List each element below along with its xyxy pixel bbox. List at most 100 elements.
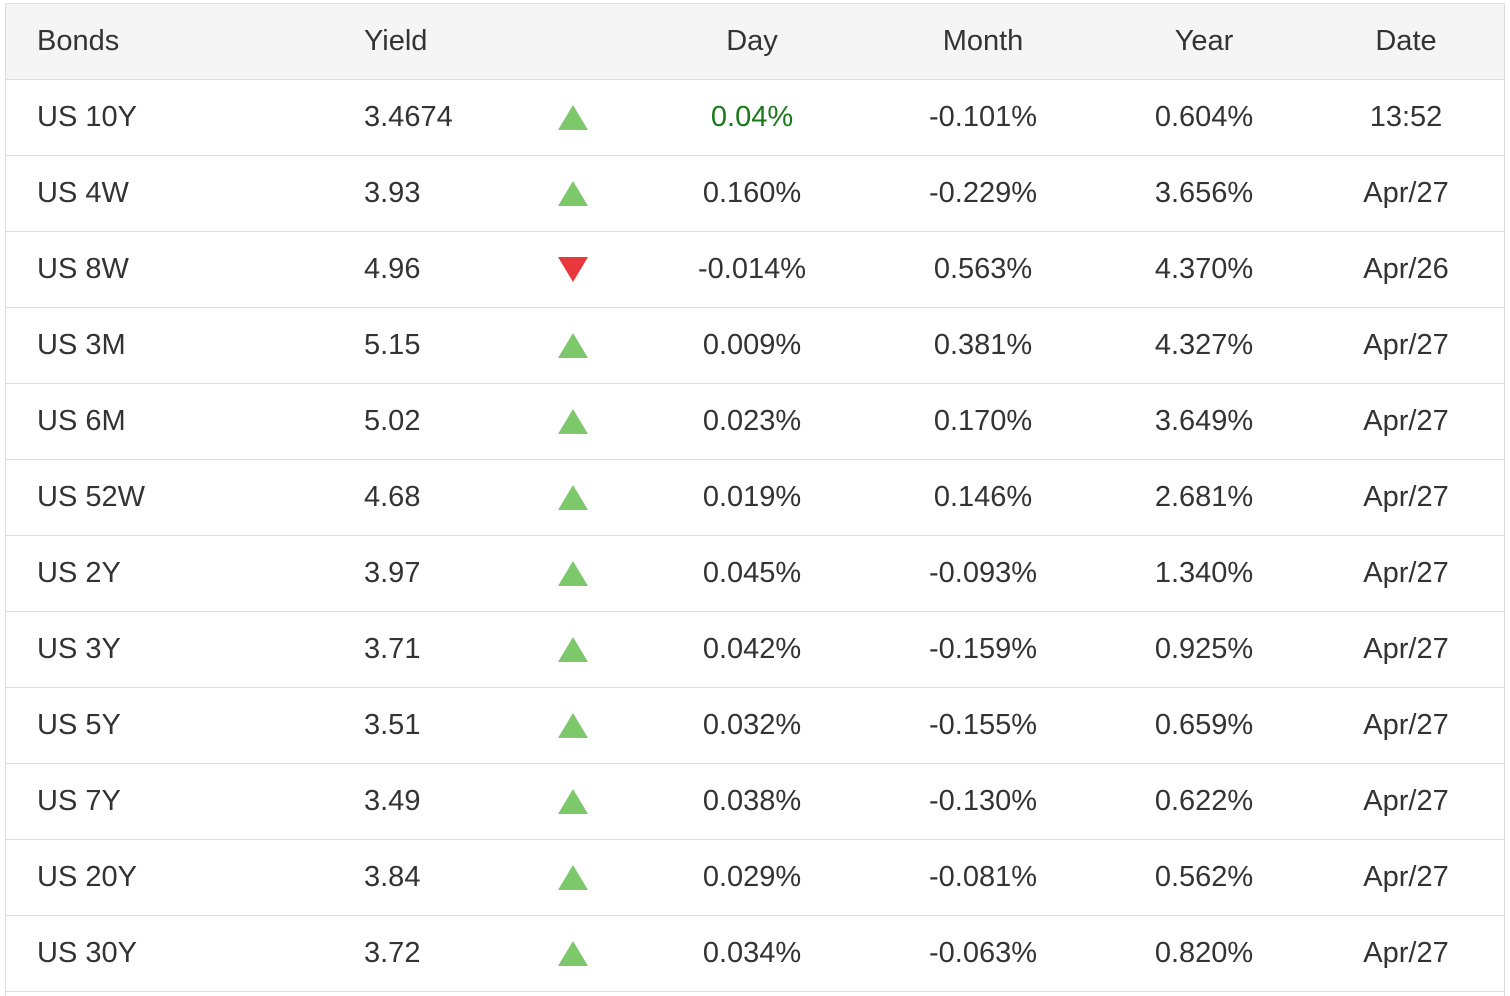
year-header: Year: [1174, 25, 1234, 57]
date: Apr/27: [1363, 785, 1449, 817]
year-change: 0.604%: [1154, 101, 1254, 133]
month-change: 0.170%: [933, 405, 1033, 437]
date: Apr/27: [1363, 481, 1449, 513]
trend-triangle: [558, 637, 588, 662]
up-arrow: [558, 637, 588, 662]
down-arrow: [558, 257, 588, 282]
trend-triangle: [558, 941, 588, 966]
up-arrow: [558, 485, 588, 510]
yield: 5.15: [364, 329, 421, 361]
yield: 5.02: [364, 405, 421, 437]
bond-table: Bonds Yield Day Month Year Date US 10Y 3.4674 0.…: [5, 3, 1505, 996]
bond-name: US 4W: [37, 177, 129, 209]
year-change: 0.622%: [1154, 785, 1254, 817]
up-arrow: [558, 789, 588, 814]
trend-triangle: [558, 561, 588, 586]
bond-name: US 2Y: [37, 557, 121, 589]
year-change: 0.659%: [1154, 709, 1254, 741]
day-header: Day: [726, 25, 778, 57]
yield: 4.96: [364, 253, 421, 285]
day-change: 0.029%: [702, 861, 802, 893]
day-change: 0.034%: [702, 937, 802, 969]
bond-row: US 3M 5.15 0.009% 0.381% 4.327% Apr/27: [6, 308, 1504, 384]
month-change: -0.063%: [928, 937, 1038, 969]
bond-name: US 52W: [37, 481, 145, 513]
year-change: 2.681%: [1154, 481, 1254, 513]
bond-row: US 6M 5.02 0.023% 0.170% 3.649% Apr/27: [6, 384, 1504, 460]
day-change: 0.04%: [710, 101, 794, 133]
date: Apr/27: [1363, 633, 1449, 665]
yield: 3.49: [364, 785, 421, 817]
bond-name: US 3Y: [37, 633, 121, 665]
yield: 3.71: [364, 633, 421, 665]
month-change: -0.101%: [928, 101, 1038, 133]
bond-name: US 30Y: [37, 937, 137, 969]
month-change: -0.229%: [928, 177, 1038, 209]
bond-row: US 30Y 3.72 0.034% -0.063% 0.820% Apr/27: [6, 916, 1504, 992]
date-header: Date: [1375, 25, 1437, 57]
bond-header: Bonds: [37, 25, 120, 57]
bond-row: US 8W 4.96 -0.014% 0.563% 4.370% Apr/26: [6, 232, 1504, 308]
year-change: 3.656%: [1154, 177, 1254, 209]
year-change: 0.820%: [1154, 937, 1254, 969]
date: Apr/27: [1363, 937, 1449, 969]
trend-triangle: [558, 865, 588, 890]
yield: 3.93: [364, 177, 421, 209]
trend-triangle: [558, 333, 588, 358]
bond-row: US 3Y 3.71 0.042% -0.159% 0.925% Apr/27: [6, 612, 1504, 688]
bond-row: US 10Y 3.4674 0.04% -0.101% 0.604% 13:52: [6, 80, 1504, 156]
up-arrow: [558, 941, 588, 966]
trend-triangle: [558, 713, 588, 738]
date: Apr/27: [1363, 177, 1449, 209]
up-arrow: [558, 561, 588, 586]
month-change: -0.130%: [928, 785, 1038, 817]
bond-name: US 20Y: [37, 861, 137, 893]
date: Apr/27: [1363, 861, 1449, 893]
month-change: -0.093%: [928, 557, 1038, 589]
yield: 3.4674: [364, 101, 453, 133]
yield: 3.97: [364, 557, 421, 589]
date: Apr/27: [1363, 405, 1449, 437]
yield-header: Yield: [364, 25, 428, 57]
yield: 4.68: [364, 481, 421, 513]
day-change: 0.009%: [702, 329, 802, 361]
year-change: 4.370%: [1154, 253, 1254, 285]
date: Apr/26: [1363, 253, 1449, 285]
day-change: 0.045%: [702, 557, 802, 589]
day-change: 0.023%: [702, 405, 802, 437]
day-change: 0.019%: [702, 481, 802, 513]
bond-row: US 5Y 3.51 0.032% -0.155% 0.659% Apr/27: [6, 688, 1504, 764]
up-arrow: [558, 865, 588, 890]
yield: 3.84: [364, 861, 421, 893]
trend-triangle: [558, 181, 588, 206]
trend-triangle: [558, 105, 588, 130]
date: 13:52: [1369, 101, 1443, 133]
bond-name: US 3M: [37, 329, 126, 361]
up-arrow: [558, 409, 588, 434]
month-change: 0.563%: [933, 253, 1033, 285]
date: Apr/27: [1363, 329, 1449, 361]
bond-name: US 6M: [37, 405, 126, 437]
date: Apr/27: [1363, 557, 1449, 589]
month-change: -0.155%: [928, 709, 1038, 741]
month-header: Month: [942, 25, 1024, 57]
up-arrow: [558, 713, 588, 738]
day-change: 0.160%: [702, 177, 802, 209]
bond-name: US 7Y: [37, 785, 121, 817]
yield: 3.72: [364, 937, 421, 969]
bond-name: US 8W: [37, 253, 129, 285]
date: Apr/27: [1363, 709, 1449, 741]
header-row: Bonds Yield Day Month Year Date: [6, 4, 1504, 80]
year-change: 3.649%: [1154, 405, 1254, 437]
bond-row: US 4W 3.93 0.160% -0.229% 3.656% Apr/27: [6, 156, 1504, 232]
day-change: 0.032%: [702, 709, 802, 741]
bond-row: US 52W 4.68 0.019% 0.146% 2.681% Apr/27: [6, 460, 1504, 536]
bond-name: US 10Y: [37, 101, 137, 133]
day-change: 0.042%: [702, 633, 802, 665]
trend-triangle: [558, 409, 588, 434]
month-change: -0.159%: [928, 633, 1038, 665]
day-change: 0.038%: [702, 785, 802, 817]
day-change: -0.014%: [697, 253, 807, 285]
bond-row: US 7Y 3.49 0.038% -0.130% 0.622% Apr/27: [6, 764, 1504, 840]
year-change: 1.340%: [1154, 557, 1254, 589]
